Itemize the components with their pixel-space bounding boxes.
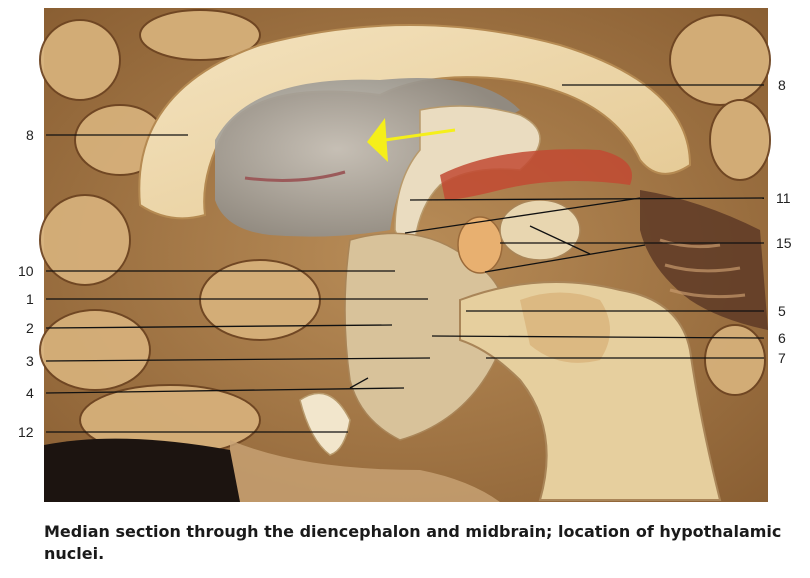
label-15: 15: [776, 235, 792, 251]
label-12: 12: [18, 424, 34, 440]
label-10: 10: [18, 263, 34, 279]
label-6: 6: [778, 330, 786, 346]
figure-caption: Median section through the diencephalon …: [44, 522, 782, 563]
label-8-left: 8: [26, 127, 34, 143]
label-11: 11: [776, 190, 791, 206]
label-8-right: 8: [778, 77, 786, 93]
label-4: 4: [26, 385, 34, 401]
label-2: 2: [26, 320, 34, 336]
label-1: 1: [26, 291, 34, 307]
label-3: 3: [26, 353, 34, 369]
label-5: 5: [778, 303, 786, 319]
label-7: 7: [778, 350, 786, 366]
